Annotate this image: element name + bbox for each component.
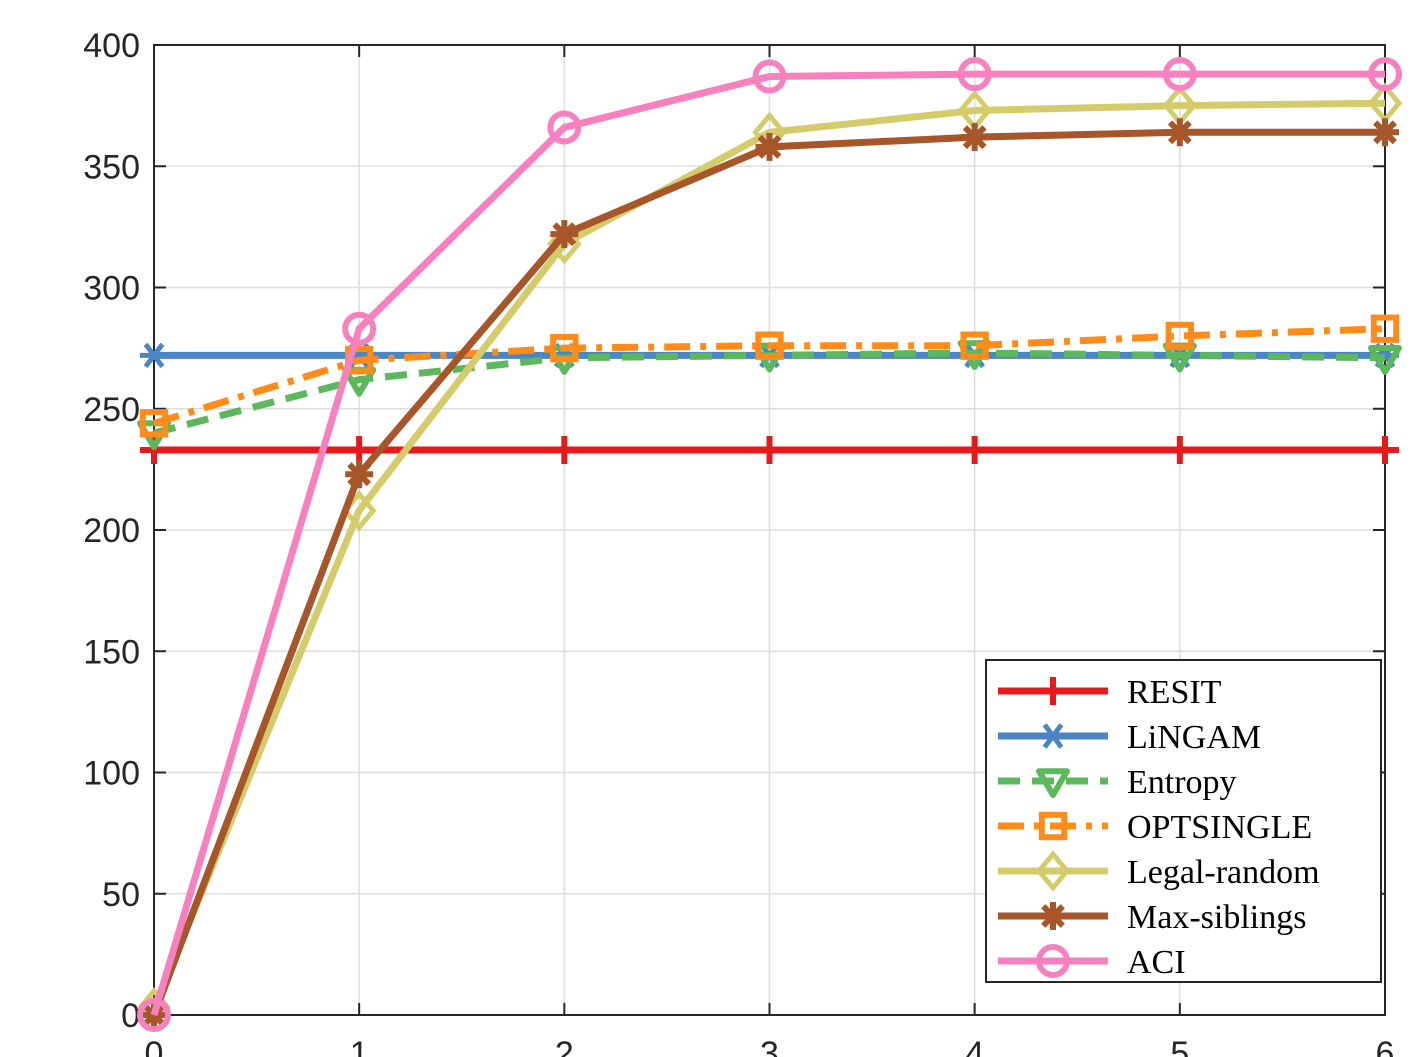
data-point-hexagram <box>1165 118 1194 147</box>
legend-entry: LiNGAM <box>998 719 1261 756</box>
series-line <box>152 325 1386 427</box>
legend-marker <box>1038 811 1068 841</box>
axes: 0 1 2 3 4 5 6 0 50 100 150 200 250 300 350 400 <box>83 27 1394 1057</box>
legend-label: Max-siblings <box>1127 899 1306 936</box>
x-tick-label: 5 <box>1170 1035 1189 1057</box>
legend-label: Legal-random <box>1127 854 1320 891</box>
data-point-plus <box>1371 435 1399 464</box>
legend-label: ACI <box>1127 944 1186 981</box>
data-point-circle <box>1368 57 1402 92</box>
legend-label: LiNGAM <box>1127 719 1261 756</box>
x-tick-label: 6 <box>1376 1035 1395 1057</box>
y-tick-label: 300 <box>83 270 140 308</box>
data-point-asterisk <box>140 342 168 369</box>
x-tick-label: 4 <box>965 1035 984 1057</box>
data-point-hexagram <box>550 220 579 249</box>
y-tick-label: 100 <box>83 755 140 793</box>
data-point-circle <box>137 998 171 1032</box>
series-resit <box>140 435 1399 464</box>
y-tick-label: 400 <box>83 27 140 65</box>
data-point-plus <box>960 435 989 464</box>
legend-label: Entropy <box>1127 764 1237 801</box>
legend-marker <box>1039 902 1067 930</box>
legend-entry: ACI <box>998 944 1186 981</box>
legend-entry: Legal-random <box>998 850 1320 892</box>
legend-label: OPTSINGLE <box>1127 809 1312 846</box>
data-point-circle <box>1162 57 1197 92</box>
data-point-triangle-down <box>1368 345 1402 375</box>
y-tick-label: 150 <box>83 633 140 671</box>
legend-marker <box>1039 723 1067 749</box>
data-point-plus <box>755 435 784 464</box>
data-point-hexagram <box>960 123 989 152</box>
y-tick-label: 350 <box>83 148 140 186</box>
legend-marker <box>1036 768 1070 798</box>
x-tick-label: 2 <box>555 1035 574 1057</box>
legend-entry: Max-siblings <box>998 899 1306 936</box>
legend-marker <box>1036 944 1070 978</box>
series-aci <box>137 57 1402 1032</box>
data-point-diamond <box>547 223 582 265</box>
y-tick-label: 50 <box>102 876 140 914</box>
series-line <box>150 70 1385 1017</box>
data-point-square <box>960 331 989 360</box>
x-tick-label: 3 <box>760 1035 779 1057</box>
data-point-circle <box>752 59 787 94</box>
series-layer <box>136 57 1403 1032</box>
legend-marker <box>1039 677 1067 705</box>
legend: RESIT LiNGAM Entropy OPTSINGLE Legal-random M… <box>985 659 1382 983</box>
x-tick-label: 1 <box>350 1035 369 1057</box>
data-point-circle <box>957 57 992 92</box>
data-point-hexagram <box>1371 118 1399 147</box>
data-point-hexagram <box>755 132 784 161</box>
data-point-circle <box>547 110 582 145</box>
legend-entry: Entropy <box>998 764 1237 801</box>
x-tick-label: 0 <box>145 1035 164 1057</box>
data-point-square <box>550 333 579 363</box>
y-tick-label: 0 <box>121 997 140 1035</box>
series-line <box>150 99 1386 1010</box>
data-point-plus <box>345 435 374 464</box>
data-point-square <box>139 409 169 438</box>
legend-marker <box>1035 850 1071 892</box>
data-point-square <box>755 331 784 360</box>
data-point-hexagram <box>345 460 374 489</box>
legend-entry: OPTSINGLE <box>998 809 1312 846</box>
data-point-plus <box>1165 435 1194 464</box>
legend-label: RESIT <box>1127 674 1222 711</box>
data-point-square <box>1165 321 1195 351</box>
data-point-plus <box>550 435 579 464</box>
legend-entry: RESIT <box>998 674 1222 711</box>
data-point-square <box>1370 314 1400 343</box>
y-tick-label: 200 <box>83 512 140 550</box>
data-point-circle <box>342 311 377 346</box>
y-tick-label: 250 <box>83 391 140 429</box>
